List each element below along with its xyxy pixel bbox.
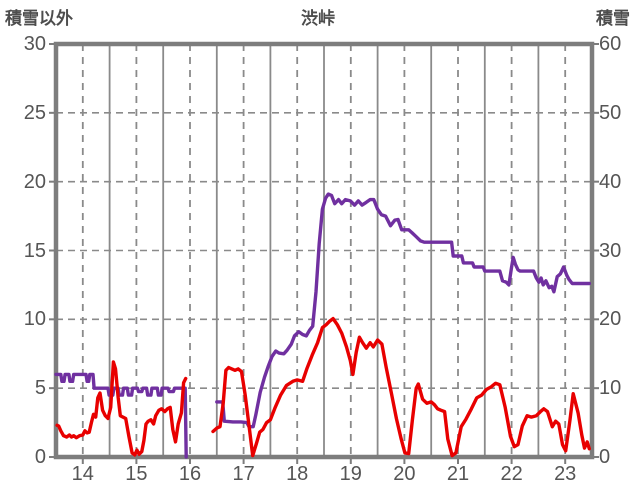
- y-right-tick-label: 0: [599, 446, 611, 468]
- y-left-tick-label: 25: [23, 101, 46, 124]
- plot-border: [53, 41, 595, 460]
- right-axis-label: 積雪: [596, 9, 630, 28]
- y-left-tick-label: 20: [23, 170, 46, 193]
- y-left-tick-label: 0: [34, 446, 46, 468]
- x-tick-label: 16: [178, 463, 202, 485]
- x-tick-label: 23: [554, 463, 577, 485]
- left-axis-label: 積雪以外: [5, 9, 73, 28]
- series-line-other: [55, 316, 591, 458]
- y-right-tick-label: 40: [599, 170, 622, 193]
- chart-title: 渋峠: [301, 9, 335, 28]
- y-left-tick-label: 5: [34, 377, 46, 400]
- x-tick-label: 19: [339, 463, 362, 485]
- y-left-tick-label: 30: [23, 33, 46, 55]
- x-tick-label: 18: [286, 463, 309, 485]
- x-tick-label: 15: [125, 463, 148, 485]
- y-right-tick-label: 30: [599, 239, 622, 262]
- y-right-tick-label: 10: [599, 377, 622, 400]
- x-tick-label: 22: [500, 463, 523, 485]
- x-tick-label: 14: [71, 463, 94, 485]
- x-tick-label: 20: [393, 463, 416, 485]
- y-left-tick-label: 10: [23, 308, 46, 331]
- y-right-tick-label: 50: [599, 101, 622, 124]
- y-left-tick-label: 15: [23, 239, 46, 262]
- x-tick-label: 17: [232, 463, 255, 485]
- y-right-tick-label: 60: [599, 33, 622, 55]
- y-right-tick-label: 20: [599, 308, 622, 331]
- series-line-snow: [54, 192, 591, 459]
- x-tick-label: 21: [446, 463, 470, 485]
